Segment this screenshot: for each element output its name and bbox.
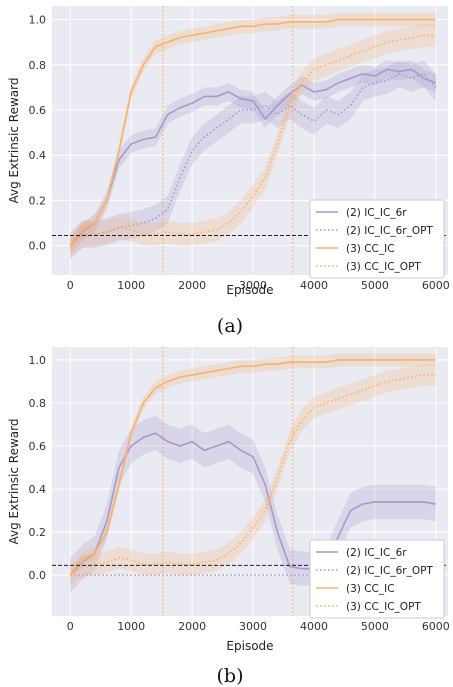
x-axis-label: Episode xyxy=(226,639,273,653)
y-tick-label: 0.0 xyxy=(29,569,47,582)
series-line xyxy=(69,68,437,247)
legend-label: (3) CC_IC_OPT xyxy=(346,601,421,613)
chart-panel-b: 0 1000 2000 3000 4000 5000 6000 0.0 0.2 0.4 0.6 0.8… xyxy=(7,347,450,687)
y-tick-label: 0.0 xyxy=(29,240,47,253)
x-tick-label: 2000 xyxy=(178,279,206,292)
y-tick-label: 0.8 xyxy=(29,59,47,72)
x-tick-label: 1000 xyxy=(117,620,145,633)
x-tick-label: 4000 xyxy=(300,620,328,633)
panel-caption: (a) xyxy=(217,315,243,337)
y-tick-label: 1.0 xyxy=(29,14,47,27)
y-axis-label: Avg Extrinsic Reward xyxy=(7,78,21,204)
y-axis-label: Avg Extrinsic Reward xyxy=(7,419,21,545)
y-tick-label: 0.4 xyxy=(29,149,47,162)
legend-box xyxy=(309,539,445,619)
chart-panel-a: 0 1000 2000 3000 4000 5000 6000 0.0 0.2 0.4 0.6 0.8… xyxy=(7,6,450,337)
legend-label: (2) IC_IC_6r xyxy=(346,207,407,219)
legend-box xyxy=(309,199,445,279)
x-tick-label: 0 xyxy=(67,279,74,292)
x-tick-label: 4000 xyxy=(300,279,328,292)
y-tick-label: 0.4 xyxy=(29,483,47,496)
legend-label: (3) CC_IC_OPT xyxy=(346,261,421,273)
data-layer xyxy=(69,6,437,275)
x-tick-label: 6000 xyxy=(422,620,450,633)
y-tick-label: 0.6 xyxy=(29,440,47,453)
legend: (2) IC_IC_6r (2) IC_IC_6r_OPT (3) CC_IC (3)… xyxy=(309,199,445,279)
x-tick-label: 2000 xyxy=(178,620,206,633)
y-tick-label: 1.0 xyxy=(29,354,47,367)
x-tick-label: 3000 xyxy=(239,620,267,633)
series-band xyxy=(70,60,436,255)
x-tick-label: 3000 xyxy=(239,279,267,292)
y-tick-label: 0.2 xyxy=(29,194,47,207)
legend-label: (2) IC_IC_6r_OPT xyxy=(346,565,433,577)
x-axis-label: Episode xyxy=(226,283,273,297)
y-tick-label: 0.8 xyxy=(29,397,47,410)
x-tick-label: 5000 xyxy=(361,620,389,633)
y-tick-label: 0.6 xyxy=(29,104,47,117)
x-tick-label: 6000 xyxy=(422,279,450,292)
series-band xyxy=(70,24,436,257)
series-line xyxy=(69,34,436,247)
series-line xyxy=(69,359,436,576)
legend-label: (2) IC_IC_6r_OPT xyxy=(346,225,433,237)
legend: (2) IC_IC_6r (2) IC_IC_6r_OPT (3) CC_IC (3)… xyxy=(309,539,445,619)
data-layer xyxy=(69,347,436,616)
legend-label: (2) IC_IC_6r xyxy=(346,547,407,559)
panel-caption: (b) xyxy=(217,665,244,687)
y-tick-label: 0.2 xyxy=(29,526,47,539)
x-tick-label: 1000 xyxy=(117,279,145,292)
series-line xyxy=(69,374,436,576)
series-line xyxy=(69,18,436,247)
legend-label: (3) CC_IC xyxy=(346,583,395,595)
legend-label: (3) CC_IC xyxy=(346,243,395,255)
x-tick-label: 0 xyxy=(67,620,74,633)
x-tick-label: 5000 xyxy=(361,279,389,292)
series-line xyxy=(69,432,436,576)
series-band xyxy=(70,364,436,586)
